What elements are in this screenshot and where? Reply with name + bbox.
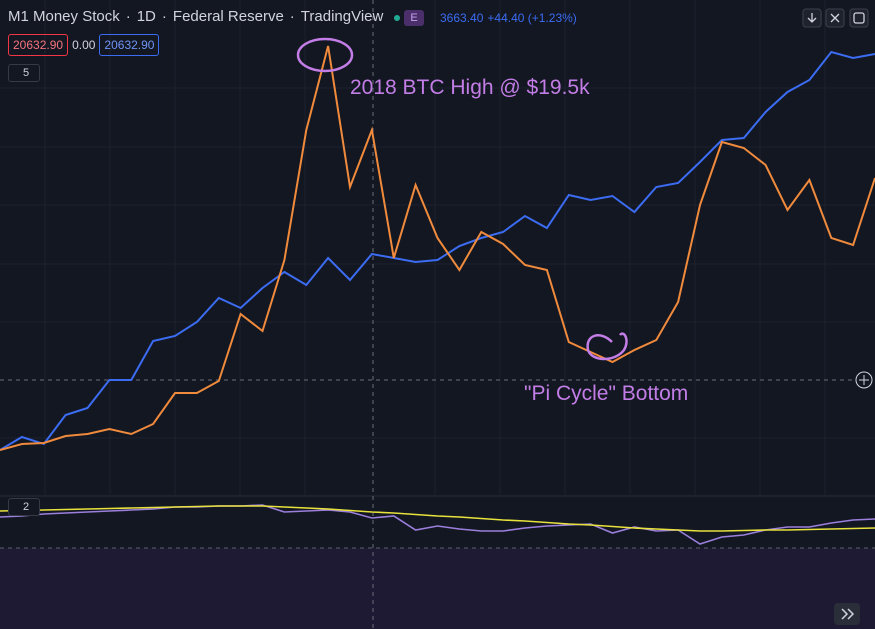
platform: TradingView <box>300 8 384 25</box>
pane-collapse[interactable]: 2 <box>8 498 40 516</box>
interval[interactable]: 1D <box>136 8 156 25</box>
separator: · <box>289 8 295 25</box>
change: +44.40 (+1.23%) <box>487 11 577 25</box>
price: 3663.40 <box>440 11 484 25</box>
annotation: 2018 BTC High @ $19.5k <box>350 76 590 99</box>
series-line <box>0 504 875 545</box>
series-line <box>0 50 875 451</box>
series-line <box>0 505 875 532</box>
scroll-button[interactable] <box>834 603 860 625</box>
separator: · <box>161 8 167 25</box>
separator: · <box>125 8 131 25</box>
quote: 3663.40 +44.40 (+1.23%) <box>440 11 581 25</box>
band-shade <box>0 548 875 629</box>
annotation: "Pi Cycle" Bottom <box>524 382 689 405</box>
status-dot <box>394 15 400 21</box>
source: Federal Reserve <box>172 8 284 25</box>
header: M1 Money Stock · 1D · Federal Reserve · Tradin… <box>8 8 389 25</box>
annotation-circle <box>586 332 628 361</box>
title: M1 Money Stock <box>8 8 120 25</box>
value-box: 20632.90 <box>99 34 160 56</box>
pane-collapse[interactable]: 5 <box>8 64 40 82</box>
toolbar[interactable] <box>802 8 869 28</box>
series-line <box>0 45 875 451</box>
value-box: 20632.90 <box>8 34 69 56</box>
value: 0.00 <box>72 38 96 52</box>
annotation-circle <box>296 37 354 73</box>
grid <box>0 0 875 495</box>
crosshair-add[interactable] <box>855 371 873 389</box>
legend-values: 20632.90 0.00 20632.90 <box>8 34 163 56</box>
badge[interactable]: E <box>404 10 424 26</box>
